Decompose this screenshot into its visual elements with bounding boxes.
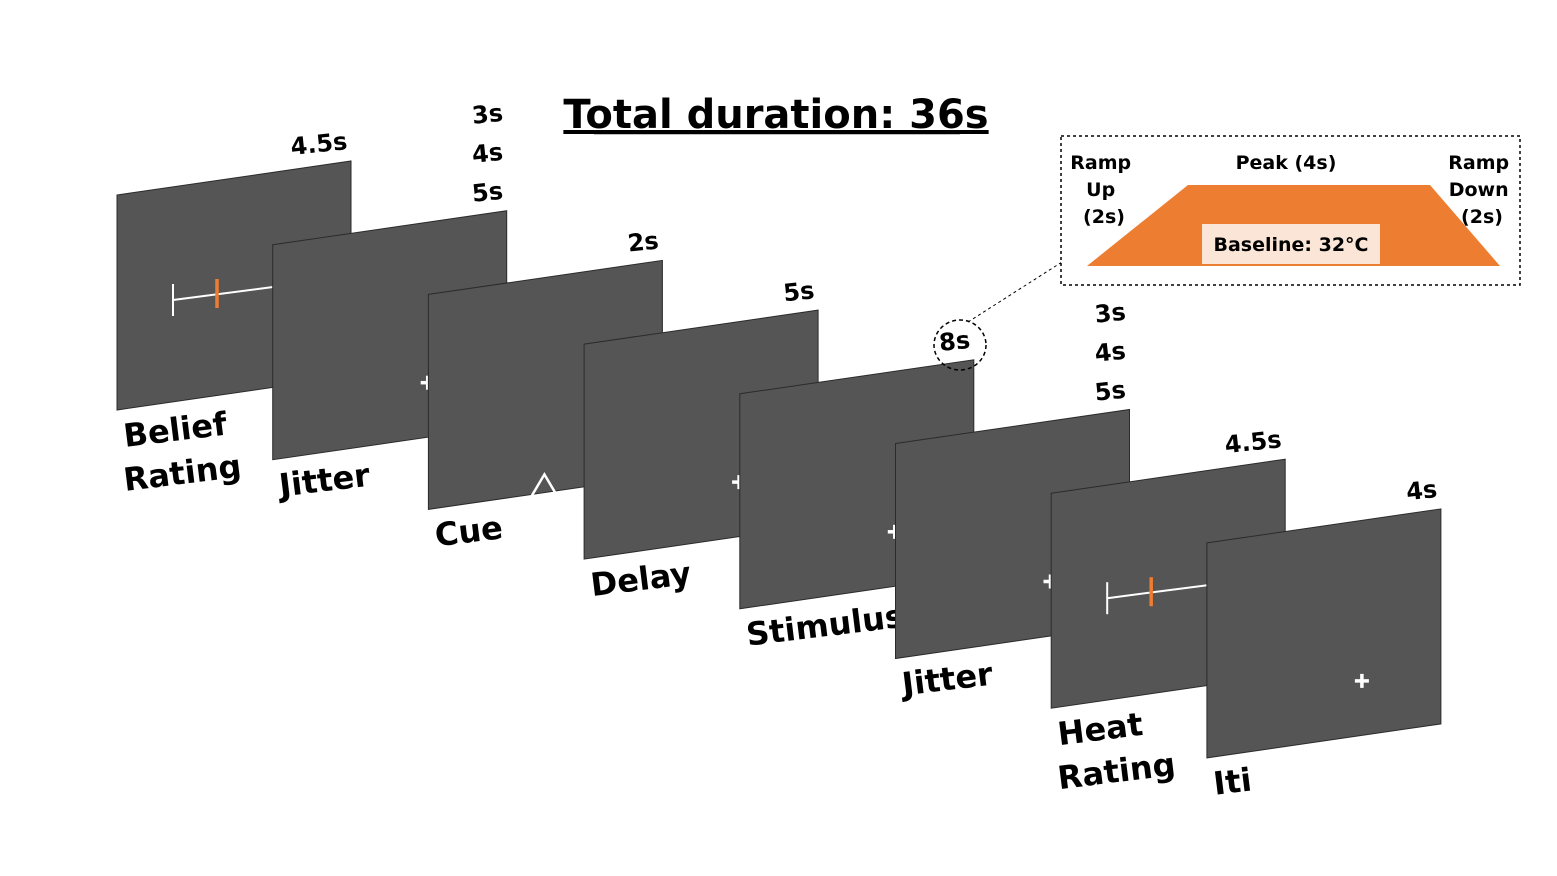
duration-label: 4s bbox=[471, 138, 505, 169]
heat-profile-inset: Baseline: 32°C Peak (4s) Ramp Up (2s) Ra… bbox=[1060, 135, 1521, 286]
duration-label: 4s bbox=[1093, 337, 1127, 368]
screen-label: Belief bbox=[121, 404, 230, 454]
baseline-label: Baseline: 32°C bbox=[1213, 234, 1368, 256]
stimulus-duration-highlight bbox=[933, 319, 987, 371]
duration-label: 2s bbox=[626, 227, 660, 258]
duration-label: 4.5s bbox=[1223, 425, 1282, 459]
screen-label: Heat bbox=[1056, 705, 1145, 753]
baseline-box bbox=[1202, 224, 1380, 264]
ramp-up-label: Ramp Up (2s) bbox=[1070, 152, 1137, 228]
screen-label: Cue bbox=[433, 508, 505, 554]
inset-callout-line bbox=[967, 261, 1063, 323]
screen-label: Rating bbox=[1056, 745, 1178, 797]
screen-label: Iti bbox=[1211, 760, 1254, 802]
duration-label: 5s bbox=[782, 276, 816, 307]
duration-label: 3s bbox=[1093, 298, 1127, 329]
rating-scale-line bbox=[1107, 584, 1208, 600]
screen-label: Stimulus bbox=[744, 597, 906, 654]
ramp-down-label: Ramp Down (2s) bbox=[1448, 152, 1515, 228]
duration-label: 4s bbox=[1405, 475, 1439, 506]
duration-label: 4.5s bbox=[289, 127, 348, 161]
screen-label: Rating bbox=[121, 447, 243, 499]
rating-scale-line bbox=[172, 286, 274, 301]
duration-label: 5s bbox=[1093, 376, 1127, 407]
duration-label: 5s bbox=[471, 177, 505, 208]
duration-label: 3s bbox=[471, 99, 505, 130]
screen-8 bbox=[1206, 508, 1442, 759]
screen-label: Jitter bbox=[275, 456, 372, 505]
screen-label: Delay bbox=[588, 554, 693, 604]
cue-triangle bbox=[529, 471, 560, 498]
duration-label: 8s bbox=[938, 326, 972, 357]
diagram-title: Total duration: 36s bbox=[563, 92, 988, 138]
screen-label: Jitter bbox=[898, 655, 995, 704]
screen-panel bbox=[1206, 508, 1442, 759]
peak-label: Peak (4s) bbox=[1236, 152, 1337, 174]
